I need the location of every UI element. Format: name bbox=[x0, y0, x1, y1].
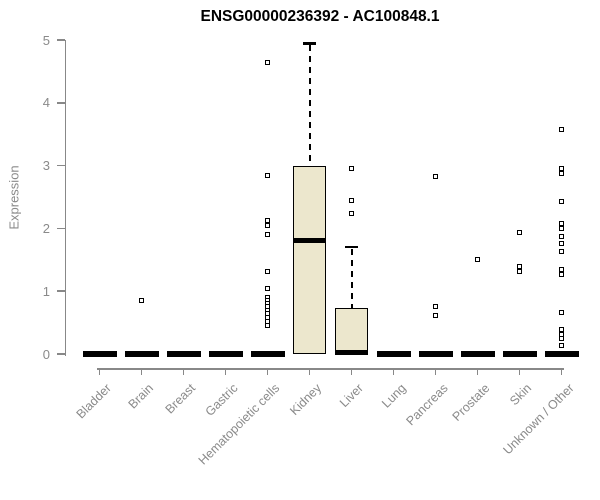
chart-title: ENSG00000236392 - AC100848.1 bbox=[200, 8, 440, 25]
x-tick bbox=[140, 368, 143, 375]
outlier-point bbox=[559, 342, 564, 348]
x-category-label: Liver bbox=[337, 381, 367, 411]
x-tick bbox=[182, 368, 185, 375]
x-category-label: Prostate bbox=[449, 381, 493, 424]
outlier-point bbox=[559, 240, 564, 246]
outlier-point bbox=[559, 165, 564, 171]
outlier-point bbox=[265, 222, 270, 228]
outlier-point bbox=[475, 256, 480, 262]
outlier-point bbox=[349, 198, 354, 204]
x-category-label: Skin bbox=[507, 381, 535, 409]
outlier-point bbox=[265, 322, 270, 328]
whisker bbox=[350, 248, 353, 309]
y-axis-line bbox=[64, 40, 66, 356]
x-category-label: Bladder bbox=[74, 381, 115, 422]
median-line bbox=[293, 237, 326, 243]
x-tick bbox=[392, 368, 395, 375]
outlier-point bbox=[559, 249, 564, 255]
y-tick bbox=[57, 290, 65, 292]
box bbox=[335, 308, 368, 354]
outlier-point bbox=[559, 170, 564, 176]
outlier-point bbox=[349, 165, 354, 171]
y-tick bbox=[57, 227, 65, 230]
collapsed-box bbox=[124, 351, 159, 357]
outlier-point bbox=[559, 234, 564, 240]
whisker bbox=[308, 45, 311, 166]
outlier-point bbox=[559, 310, 564, 316]
collapsed-box bbox=[250, 351, 285, 357]
outlier-point bbox=[433, 173, 438, 179]
outlier-point bbox=[265, 268, 270, 274]
outlier-point bbox=[559, 327, 564, 332]
outlier-point bbox=[517, 230, 522, 236]
outlier-point bbox=[433, 313, 438, 319]
y-tick bbox=[57, 353, 65, 355]
collapsed-box bbox=[82, 351, 117, 357]
x-tick bbox=[350, 368, 353, 375]
x-tick bbox=[560, 368, 563, 375]
x-tick bbox=[518, 368, 521, 375]
x-category-label: Kidney bbox=[287, 381, 325, 418]
x-category-label: Breast bbox=[162, 381, 199, 417]
x-category-label: Lung bbox=[378, 381, 409, 411]
x-tick bbox=[98, 368, 101, 375]
collapsed-box bbox=[544, 351, 579, 357]
outlier-point bbox=[559, 267, 564, 273]
y-tick bbox=[57, 39, 65, 41]
outlier-point bbox=[559, 198, 564, 204]
x-tick bbox=[308, 368, 311, 375]
outlier-point bbox=[139, 298, 144, 304]
x-category-label: Brain bbox=[125, 381, 157, 412]
outlier-point bbox=[265, 173, 270, 179]
y-tick-label: 1 bbox=[42, 283, 50, 299]
box bbox=[293, 165, 326, 354]
whisker-cap bbox=[345, 245, 358, 249]
x-category-label: Gastric bbox=[202, 381, 241, 419]
y-tick-label: 3 bbox=[42, 158, 50, 174]
whisker-cap bbox=[303, 42, 316, 45]
outlier-point bbox=[559, 126, 564, 132]
outlier-point bbox=[559, 225, 564, 231]
collapsed-box bbox=[208, 351, 243, 357]
x-axis-line bbox=[97, 368, 564, 370]
outlier-point bbox=[265, 232, 270, 238]
outlier-point bbox=[265, 60, 270, 66]
x-category-label: Pancreas bbox=[403, 381, 451, 429]
outlier-point bbox=[559, 220, 564, 226]
outlier-point bbox=[349, 210, 354, 216]
x-tick bbox=[434, 368, 437, 375]
x-tick bbox=[224, 368, 227, 375]
y-tick bbox=[57, 164, 65, 167]
collapsed-box bbox=[376, 351, 411, 357]
median-line bbox=[335, 350, 368, 355]
y-tick-label: 2 bbox=[42, 220, 50, 236]
x-category-label: Hematopoietic cells bbox=[195, 381, 283, 468]
outlier-point bbox=[265, 285, 270, 291]
outlier-point bbox=[517, 264, 522, 270]
y-tick-label: 5 bbox=[42, 32, 50, 48]
collapsed-box bbox=[460, 351, 495, 357]
y-tick-label: 4 bbox=[42, 95, 50, 111]
outlier-point bbox=[559, 272, 564, 278]
collapsed-box bbox=[418, 351, 453, 357]
y-tick bbox=[57, 102, 65, 104]
y-tick-label: 0 bbox=[42, 346, 50, 362]
outlier-point bbox=[517, 269, 522, 275]
outlier-point bbox=[433, 304, 438, 310]
outlier-point bbox=[559, 335, 564, 341]
x-tick bbox=[476, 368, 479, 375]
x-tick bbox=[266, 368, 269, 375]
collapsed-box bbox=[502, 351, 537, 357]
collapsed-box bbox=[166, 351, 201, 357]
